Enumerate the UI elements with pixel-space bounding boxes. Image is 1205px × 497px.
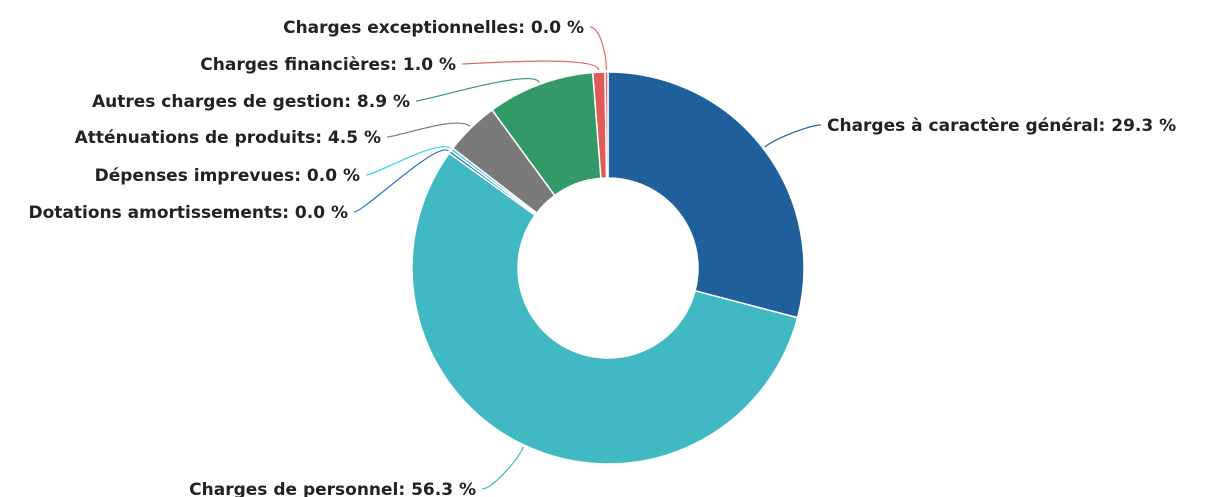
data-label-autres-charges-de-gestion: Autres charges de gestion: 8.9 % [92, 92, 410, 112]
connector-autres-charges-de-gestion [415, 77, 540, 102]
chart-connectors [353, 26, 822, 490]
slice-charges-de-personnel [411, 152, 799, 465]
data-label-depenses-imprevues: Dépenses imprevues: 0.0 % [95, 166, 360, 186]
data-label-charges-financieres: Charges financières: 1.0 % [200, 55, 456, 75]
chart-labels: Charges à caractère général: 29.3 % Char… [28, 18, 1176, 497]
slice-charges-a-caractere-general [607, 71, 805, 319]
connector-dotations-amortissements [353, 149, 449, 213]
data-label-charges-a-caractere-general: Charges à caractère général: 29.3 % [827, 116, 1176, 136]
connector-charges-financieres [461, 60, 600, 71]
connector-charges-exceptionnelles [589, 26, 608, 71]
connector-charges-de-personnel [481, 446, 524, 490]
data-label-charges-de-personnel: Charges de personnel: 56.3 % [189, 480, 476, 497]
connector-depenses-imprevues [365, 146, 451, 176]
data-label-attenuations-de-produits: Atténuations de produits: 4.5 % [75, 128, 381, 148]
data-label-dotations-amortissements: Dotations amortissements: 0.0 % [28, 203, 348, 223]
connector-attenuations-de-produits [386, 122, 471, 138]
chart-slices [411, 71, 805, 465]
slice-charges-exceptionnelles [604, 71, 609, 179]
data-label-charges-exceptionnelles: Charges exceptionnelles: 0.0 % [283, 18, 584, 38]
connector-charges-a-caractere-general [764, 124, 822, 148]
